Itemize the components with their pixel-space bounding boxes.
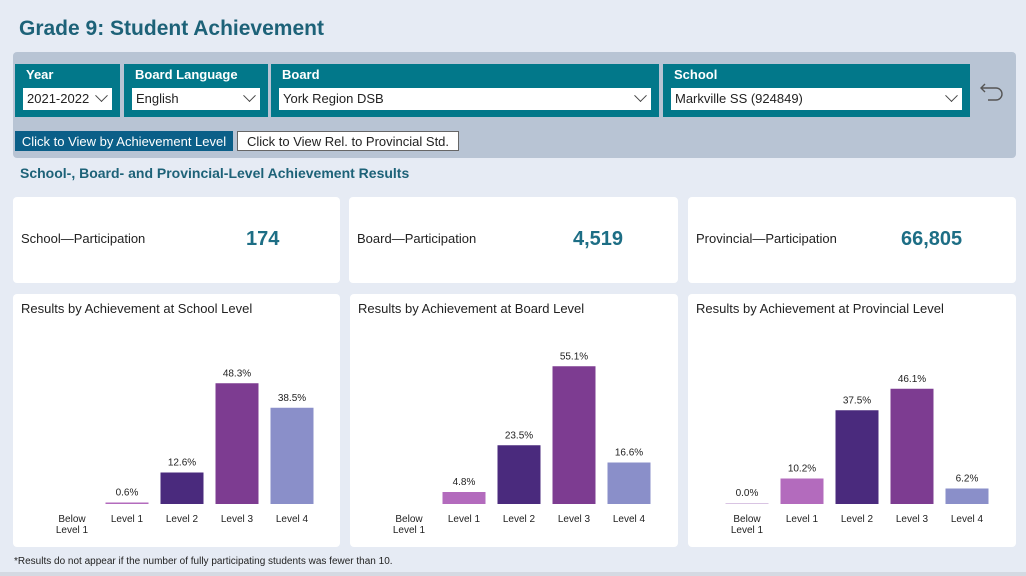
bar-level-4[interactable] — [945, 488, 989, 505]
board-level-chart-title: Results by Achievement at Board Level — [358, 301, 585, 316]
footnote: *Results do not appear if the number of … — [14, 556, 393, 567]
bar-level-2[interactable] — [835, 410, 879, 504]
data-label-level-4: 16.6% — [615, 448, 643, 459]
category-label-level-2: Level 2 — [166, 514, 199, 525]
school-level-chart-card: Results by Achievement at School Level B… — [13, 294, 340, 547]
view-by-achievement-level-button[interactable]: Click to View by Achievement Level — [15, 131, 233, 151]
category-label-level-1: Level 1 — [448, 514, 481, 525]
school-select[interactable]: Markville SS (924849) — [671, 88, 962, 110]
bar-level-4[interactable] — [270, 407, 314, 504]
board-language-select-value: English — [136, 91, 179, 106]
bar-level-1[interactable] — [105, 502, 149, 505]
school-filter: School Markville SS (924849) — [663, 64, 970, 117]
bar-level-1[interactable] — [780, 478, 824, 505]
chevron-down-icon — [243, 89, 256, 103]
section-title: School-, Board- and Provincial-Level Ach… — [20, 165, 410, 181]
category-label-level-1: Level 1 — [111, 514, 144, 525]
school-participation-value: 174 — [246, 228, 280, 250]
data-label-level-3: 48.3% — [223, 368, 251, 379]
category-label-level-3: Level 3 — [558, 514, 591, 525]
data-label-level-1: 0.6% — [116, 488, 139, 499]
category-label-level-4: Level 4 — [613, 514, 646, 525]
data-label-level-2: 12.6% — [168, 458, 196, 469]
category-label-level-4: Level 4 — [951, 514, 984, 525]
bar-below-level-1[interactable] — [725, 503, 769, 504]
school-select-value: Markville SS (924849) — [675, 91, 803, 106]
board-level-bar-chart: Below Level 1 4.8% Level 1 23.5% Level 2 55.1%… — [393, 351, 651, 536]
provincial-participation-card: Provincial—Participation 66,805 — [688, 197, 1016, 283]
school-level-bar-chart: Below Level 1 0.6% Level 1 12.6% Level 2 48.3%… — [56, 368, 314, 536]
chevron-down-icon — [634, 89, 647, 103]
category-label-below-level-1: Below Level 1 — [393, 514, 426, 536]
data-label-level-1: 10.2% — [788, 464, 816, 475]
board-participation-label: Board—Participation — [357, 231, 477, 246]
bar-level-3[interactable] — [890, 388, 934, 504]
school-participation-card: School—Participation 174 — [13, 197, 340, 283]
bar-level-3[interactable] — [215, 383, 259, 504]
bar-level-2[interactable] — [497, 445, 541, 504]
category-label-below-level-1: Below Level 1 — [731, 514, 764, 536]
board-select-value: York Region DSB — [283, 91, 384, 106]
reset-filters-icon[interactable] — [975, 73, 1009, 107]
data-label-below-level-1: 0.0% — [736, 488, 759, 499]
data-label-level-2: 37.5% — [843, 395, 871, 406]
category-label-below-level-1: Below Level 1 — [56, 514, 89, 536]
bottom-divider — [0, 572, 1026, 576]
board-language-select[interactable]: English — [132, 88, 260, 110]
provincial-level-chart-title: Results by Achievement at Provincial Lev… — [696, 301, 944, 316]
data-label-level-4: 38.5% — [278, 393, 306, 404]
bar-level-1[interactable] — [442, 492, 486, 504]
category-label-level-1: Level 1 — [786, 514, 819, 525]
board-language-filter: Board Language English — [124, 64, 268, 117]
provincial-participation-value: 66,805 — [901, 228, 963, 250]
chevron-down-icon — [945, 89, 958, 103]
bar-level-4[interactable] — [607, 462, 651, 505]
board-language-filter-label: Board Language — [135, 67, 238, 82]
category-label-level-4: Level 4 — [276, 514, 309, 525]
board-select[interactable]: York Region DSB — [279, 88, 651, 110]
school-level-chart-title: Results by Achievement at School Level — [21, 301, 253, 316]
board-participation-value: 4,519 — [573, 228, 624, 250]
view-rel-provincial-standard-button[interactable]: Click to View Rel. to Provincial Std. — [237, 131, 459, 151]
board-participation-card: Board—Participation 4,519 — [349, 197, 678, 283]
board-filter-label: Board — [282, 67, 320, 82]
year-select-value: 2021-2022 — [27, 91, 90, 106]
bar-level-3[interactable] — [552, 366, 596, 504]
board-level-chart-card: Results by Achievement at Board Level Be… — [350, 294, 678, 547]
year-filter: Year 2021-2022 — [15, 64, 120, 117]
data-label-level-1: 4.8% — [453, 477, 476, 488]
chevron-down-icon — [95, 89, 108, 103]
data-label-level-4: 6.2% — [956, 474, 979, 485]
provincial-level-bar-chart: 0.0% Below Level 1 10.2% Level 1 37.5% Level 2… — [725, 374, 989, 536]
category-label-level-3: Level 3 — [896, 514, 929, 525]
year-select[interactable]: 2021-2022 — [23, 88, 112, 110]
category-label-level-2: Level 2 — [841, 514, 874, 525]
board-filter: Board York Region DSB — [271, 64, 659, 117]
year-filter-label: Year — [26, 67, 54, 82]
filter-panel: Year 2021-2022 Board Language English Bo… — [13, 52, 1016, 158]
bar-level-2[interactable] — [160, 472, 204, 505]
data-label-level-3: 46.1% — [898, 374, 926, 385]
data-label-level-3: 55.1% — [560, 351, 588, 362]
category-label-level-3: Level 3 — [221, 514, 254, 525]
school-filter-label: School — [674, 67, 718, 82]
page-title: Grade 9: Student Achievement — [19, 17, 324, 40]
provincial-participation-label: Provincial—Participation — [696, 231, 837, 246]
data-label-level-2: 23.5% — [505, 430, 533, 441]
category-label-level-2: Level 2 — [503, 514, 536, 525]
provincial-level-chart-card: Results by Achievement at Provincial Lev… — [688, 294, 1016, 547]
school-participation-label: School—Participation — [21, 231, 146, 246]
